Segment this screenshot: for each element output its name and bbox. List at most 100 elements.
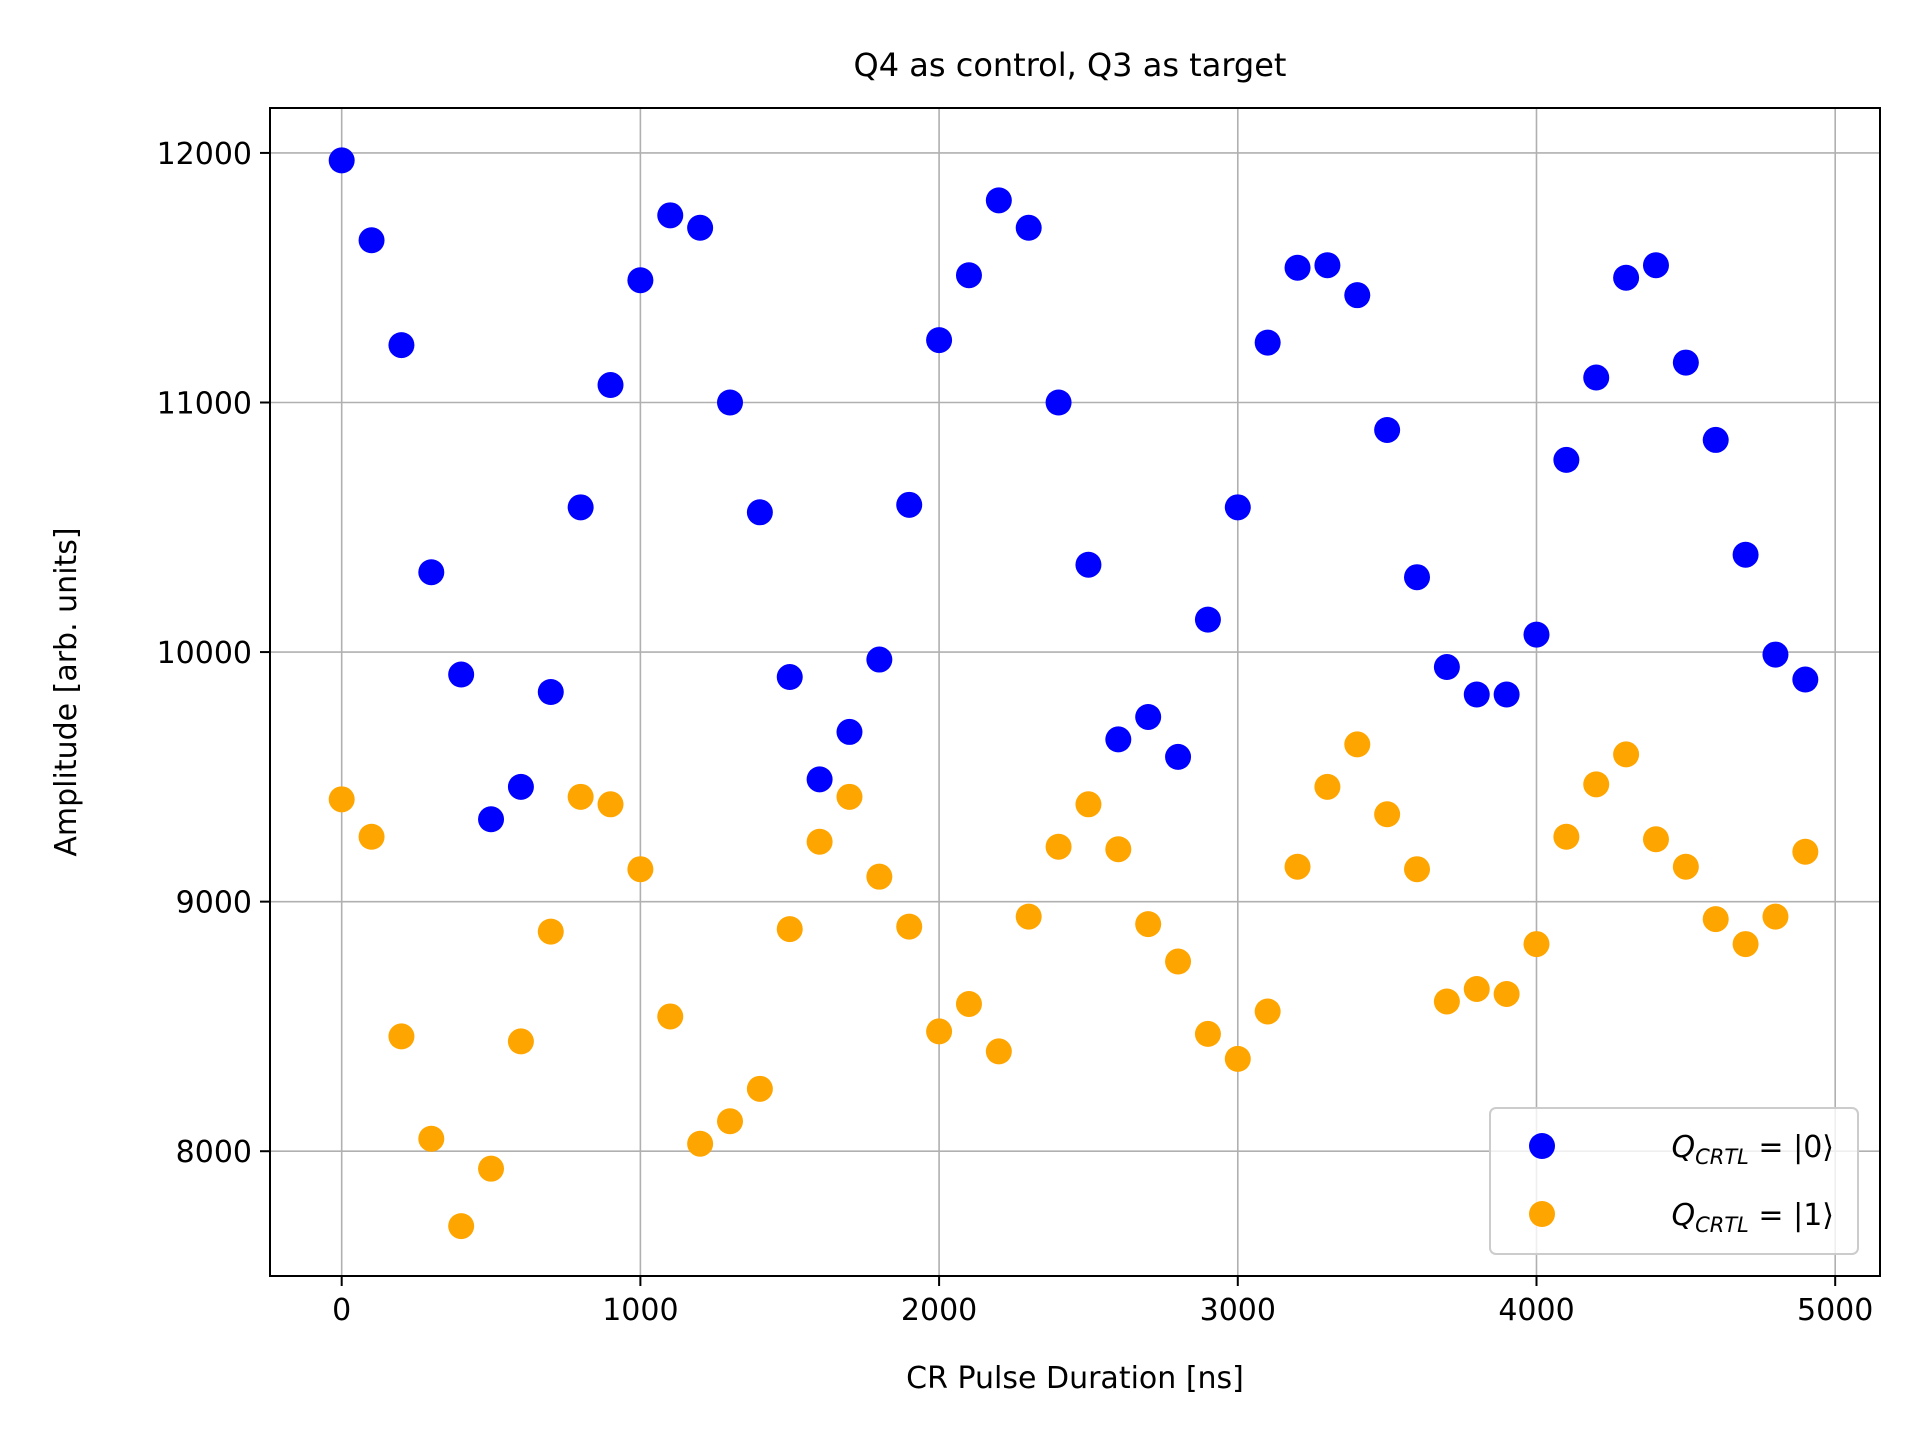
data-point-series-0 (478, 806, 505, 833)
plot-frame (269, 107, 1881, 1277)
data-point-series-1 (717, 1108, 743, 1135)
y-axis-ticks: 8000 9000 10000 11000 12000 (157, 137, 270, 1170)
data-point-series-0 (1642, 252, 1669, 279)
data-point-series-1 (1075, 791, 1102, 818)
y-axis-label: Amplitude [arb. units] (49, 527, 84, 856)
data-point-series-0 (687, 214, 714, 241)
x-tick-label: 3000 (1200, 1293, 1276, 1328)
data-point-series-1 (955, 990, 982, 1017)
data-point-series-0 (1792, 666, 1819, 693)
x-tick-label: 2000 (901, 1293, 977, 1328)
data-point-series-1 (746, 1075, 773, 1102)
data-point-series-0 (1732, 541, 1759, 568)
data-point-series-1 (358, 823, 385, 850)
data-point-series-0 (1075, 551, 1102, 578)
data-point-series-0 (776, 664, 803, 691)
data-point-series-0 (1045, 389, 1072, 416)
data-point-series-0 (1433, 654, 1460, 681)
data-point-series-1 (1762, 903, 1789, 930)
data-point-series-1 (657, 1003, 684, 1030)
data-point-series-1 (985, 1038, 1012, 1065)
data-point-series-0 (1015, 214, 1042, 241)
data-point-series-1 (1135, 911, 1162, 938)
data-point-series-1 (1433, 988, 1460, 1015)
data-point-series-0 (1702, 426, 1729, 453)
data-point-series-0 (806, 766, 833, 793)
data-point-series-1 (836, 783, 863, 810)
data-point-series-1 (328, 786, 355, 813)
data-point-series-0 (1284, 254, 1311, 281)
data-point-series-0 (896, 491, 923, 518)
y-tick-label: 11000 (157, 386, 252, 421)
legend-marker (1529, 1133, 1555, 1159)
data-point-series-1 (567, 783, 594, 810)
x-tick-label: 5000 (1797, 1293, 1873, 1328)
data-point-series-0 (1374, 416, 1401, 443)
x-tick-label: 4000 (1498, 1293, 1574, 1328)
legend-label: QCRTL = |1⟩ (1671, 1198, 1834, 1237)
grid-lines (270, 108, 1880, 1276)
data-point-series-0 (1224, 494, 1251, 521)
data-point-series-1 (926, 1018, 953, 1045)
data-point-series-1 (1045, 833, 1072, 860)
data-point-series-1 (1165, 948, 1192, 975)
y-tick-label: 8000 (176, 1135, 252, 1170)
data-point-series-1 (507, 1028, 534, 1055)
x-tick-label: 0 (332, 1293, 351, 1328)
data-point-series-1 (806, 828, 833, 855)
data-point-series-1 (1314, 773, 1341, 800)
data-point-series-0 (1493, 681, 1520, 708)
data-point-series-1 (1404, 856, 1431, 883)
data-point-series-0 (836, 718, 863, 745)
data-point-series-0 (448, 661, 475, 688)
legend-box (1489, 1107, 1859, 1255)
chart-title: Q4 as control, Q3 as target (854, 46, 1287, 84)
data-point-series-0 (955, 262, 982, 289)
data-point-series-0 (1314, 252, 1341, 279)
data-point-series-1 (1642, 826, 1669, 853)
data-point-series-0 (627, 267, 654, 294)
legend-label: QCRTL = |0⟩ (1671, 1130, 1834, 1169)
data-point-series-0 (1135, 703, 1162, 730)
legend: QCRTL = |0⟩ QCRTL = |1⟩ (1489, 1107, 1859, 1255)
data-point-series-1 (1493, 980, 1520, 1007)
data-point-series-1 (1553, 823, 1580, 850)
data-point-series-1 (896, 913, 923, 940)
data-point-series-0 (717, 389, 743, 416)
data-point-series-1 (687, 1130, 714, 1157)
data-point-series-0 (1254, 329, 1281, 356)
data-point-series-0 (597, 372, 624, 399)
data-point-series-0 (358, 227, 385, 254)
x-axis-label: CR Pulse Duration [ns] (906, 1361, 1244, 1396)
data-point-series-0 (1404, 564, 1431, 591)
data-point-series-1 (627, 856, 654, 883)
data-point-series-0 (418, 559, 445, 586)
data-point-series-1 (418, 1125, 445, 1152)
legend-marker (1529, 1201, 1555, 1227)
data-point-series-1 (776, 916, 803, 943)
data-point-series-1 (1583, 771, 1610, 798)
data-point-series-1 (388, 1023, 415, 1050)
x-tick-label: 1000 (602, 1293, 678, 1328)
data-point-series-0 (567, 494, 594, 521)
y-tick-label: 10000 (157, 636, 252, 671)
y-tick-label: 9000 (176, 886, 252, 921)
data-point-series-0 (1463, 681, 1490, 708)
data-point-series-1 (1672, 853, 1699, 880)
data-point-series-0 (657, 202, 684, 229)
data-point-series-1 (1523, 931, 1550, 958)
data-point-series-1 (448, 1213, 475, 1240)
data-point-series-0 (1194, 606, 1221, 633)
data-point-series-0 (1553, 446, 1580, 473)
data-point-series-1 (1463, 975, 1490, 1002)
data-point-series-1 (1224, 1045, 1251, 1072)
data-point-series-1 (1374, 801, 1401, 828)
data-point-series-0 (537, 679, 564, 705)
data-point-series-0 (1672, 349, 1699, 376)
data-point-series-1 (1254, 998, 1281, 1025)
data-points (328, 147, 1819, 1240)
data-point-series-0 (1165, 743, 1192, 770)
data-point-series-0 (866, 646, 893, 673)
data-point-series-1 (1194, 1020, 1221, 1047)
